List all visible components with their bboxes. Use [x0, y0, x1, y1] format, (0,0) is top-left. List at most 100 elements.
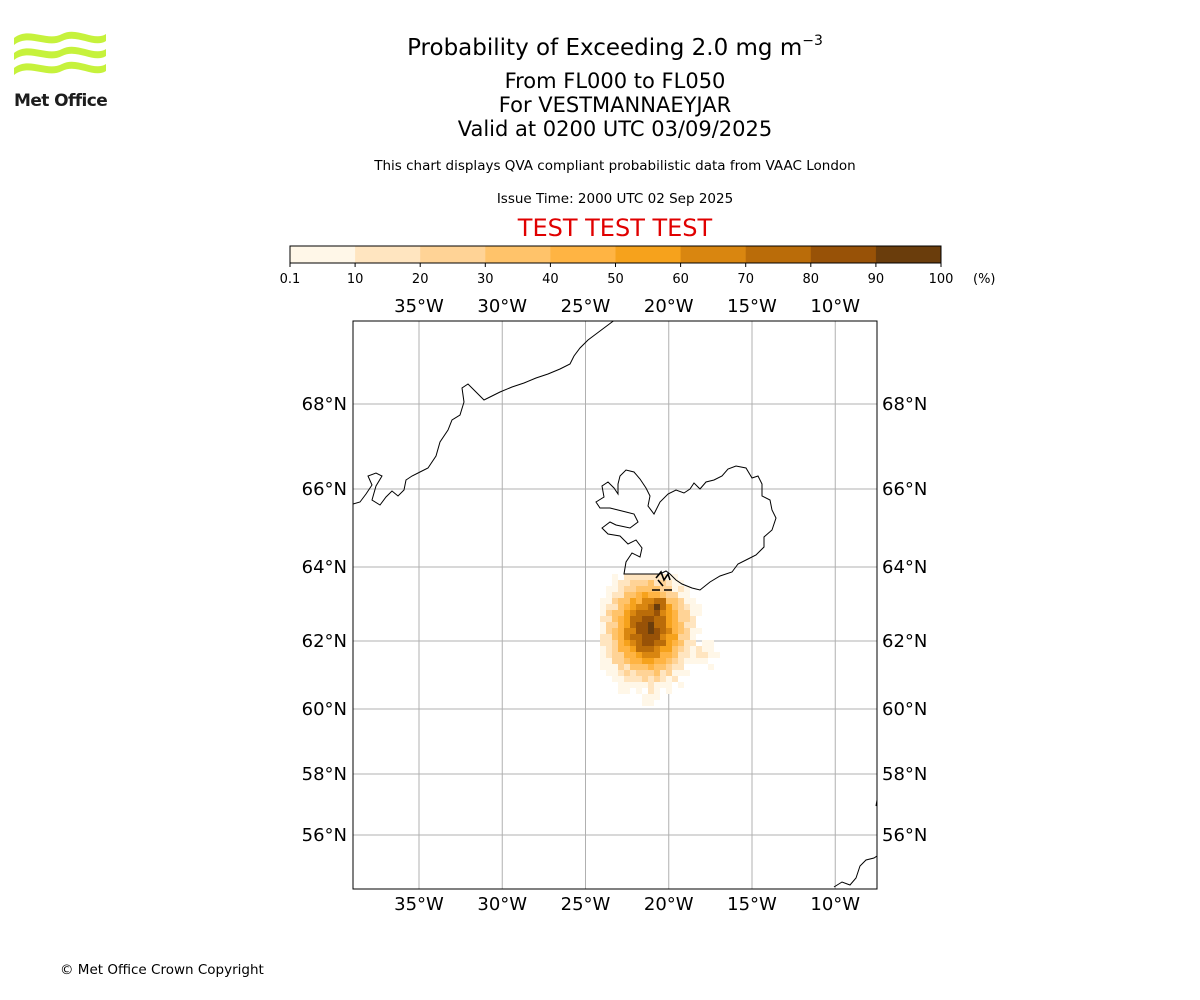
longitude-label: 10°W — [810, 894, 860, 915]
plume-cell — [648, 682, 654, 688]
plume-cell — [672, 646, 678, 652]
plume-cell — [642, 634, 648, 640]
plume-cell — [624, 580, 630, 586]
plume-cell — [684, 652, 690, 658]
chart-title-block: Probability of Exceeding 2.0 mg m−3 From… — [0, 26, 1200, 141]
plume-cell — [660, 610, 666, 616]
plume-cell — [678, 628, 684, 634]
plume-cell — [624, 592, 630, 598]
plume-cell — [630, 610, 636, 616]
scotland-coastline — [833, 855, 877, 888]
plume-cell — [660, 646, 666, 652]
plume-cell — [636, 664, 642, 670]
colorbar-segment — [680, 246, 747, 263]
colorbar-tick-label: 80 — [803, 272, 820, 287]
plume-cell — [672, 598, 678, 604]
plume-cell — [618, 616, 624, 622]
plume-cell — [624, 622, 630, 628]
colorbar-segment — [290, 246, 356, 263]
plume-cell — [708, 664, 714, 670]
colorbar-tick-label: 90 — [868, 272, 885, 287]
plume-cell — [702, 652, 708, 658]
plume-cell — [648, 688, 654, 694]
plume-cell — [672, 580, 678, 586]
plume-cell — [654, 634, 660, 640]
colorbar-tick-label: 60 — [672, 272, 689, 287]
plume-cell — [612, 676, 618, 682]
plume-cell — [672, 622, 678, 628]
plume-cell — [648, 580, 654, 586]
plume-cell — [636, 628, 642, 634]
plume-cell — [630, 652, 636, 658]
plume-cell — [612, 592, 618, 598]
plume-cell — [648, 628, 654, 634]
plume-cell — [618, 670, 624, 676]
plume-cell — [600, 610, 606, 616]
plume-cell — [612, 646, 618, 652]
plume-cell — [642, 682, 648, 688]
plume-cell — [666, 646, 672, 652]
plume-cell — [612, 574, 618, 580]
plume-cell — [630, 592, 636, 598]
longitude-label: 15°W — [727, 296, 777, 317]
plume-cell — [672, 586, 678, 592]
plume-cell — [666, 622, 672, 628]
plume-cell — [666, 688, 672, 694]
plume-cell — [612, 586, 618, 592]
plume-cell — [654, 598, 660, 604]
longitude-label: 10°W — [810, 296, 860, 317]
plume-cell — [714, 652, 720, 658]
plume-cell — [648, 664, 654, 670]
plume-cell — [642, 604, 648, 610]
longitude-label: 15°W — [727, 894, 777, 915]
plume-cell — [690, 610, 696, 616]
plume-cell — [666, 628, 672, 634]
plume-cell — [612, 628, 618, 634]
plume-cell — [672, 610, 678, 616]
plume-cell — [660, 592, 666, 598]
plume-cell — [648, 622, 654, 628]
plume-cell — [642, 622, 648, 628]
plume-cell — [678, 640, 684, 646]
plume-cell — [624, 652, 630, 658]
plume-cell — [600, 622, 606, 628]
plume-cell — [690, 634, 696, 640]
plume-cell — [618, 652, 624, 658]
volcano-marker — [652, 570, 672, 591]
plume-cell — [672, 676, 678, 682]
plume-cell — [618, 622, 624, 628]
copyright-notice: © Met Office Crown Copyright — [60, 962, 264, 978]
plume-cell — [684, 634, 690, 640]
plume-cell — [666, 616, 672, 622]
colorbar-tick-label: 70 — [737, 272, 754, 287]
plume-cell — [636, 616, 642, 622]
plume-cell — [702, 640, 708, 646]
plume-cell — [708, 640, 714, 646]
plume-cell — [702, 646, 708, 652]
plume-cell — [636, 688, 642, 694]
plume-cell — [648, 658, 654, 664]
plume-cell — [636, 646, 642, 652]
plume-cell — [606, 604, 612, 610]
plume-cell — [624, 664, 630, 670]
plume-cell — [618, 688, 624, 694]
plume-cell — [606, 652, 612, 658]
latitude-label: 66°N — [302, 479, 347, 500]
greenland-coastline — [353, 321, 615, 506]
plume-cell — [648, 586, 654, 592]
plume-cell — [618, 676, 624, 682]
plume-cell — [618, 598, 624, 604]
plume-cell — [630, 646, 636, 652]
longitude-label: 20°W — [644, 894, 694, 915]
colorbar-segment — [810, 246, 877, 263]
plume-cell — [678, 634, 684, 640]
plume-cell — [630, 658, 636, 664]
title-exponent: −3 — [802, 33, 823, 49]
longitude-label: 20°W — [644, 296, 694, 317]
plume-cell — [642, 640, 648, 646]
plume-cell — [642, 670, 648, 676]
colorbar-tick-label: 0.1 — [280, 272, 301, 287]
plume-cell — [612, 664, 618, 670]
iceland-coastline — [595, 465, 777, 591]
plume-cell — [606, 586, 612, 592]
